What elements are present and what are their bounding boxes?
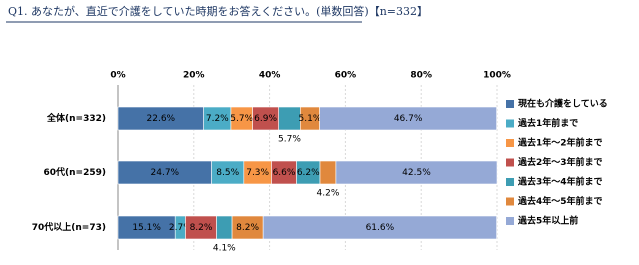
value-label: 7.2%: [206, 114, 229, 124]
category-label: 60代(n=259): [44, 166, 107, 178]
legend-label: 過去2年～3年前まで: [517, 156, 603, 168]
legend-swatch: [506, 178, 514, 186]
value-label: 6.2%: [297, 168, 320, 178]
value-label: 8.2%: [190, 223, 213, 233]
legend-label: 過去3年～4年前まで: [517, 176, 603, 188]
x-tick-label: 20%: [183, 71, 205, 81]
value-label: 15.1%: [132, 223, 161, 233]
bar-segment: [278, 106, 301, 131]
value-label: 4.1%: [213, 244, 236, 254]
category-label: 70代以上(n=73): [32, 221, 106, 233]
legend-label: 過去1年～2年前まで: [517, 137, 603, 149]
category-label: 全体(n=332): [46, 112, 106, 124]
value-label: 5.7%: [278, 135, 301, 145]
legend-label: 過去5年以上前: [517, 215, 578, 227]
value-label: 4.2%: [317, 189, 340, 199]
value-label: 7.3%: [246, 168, 269, 178]
x-tick-label: 40%: [259, 71, 281, 81]
value-label: 46.7%: [394, 114, 423, 124]
legend-label: 過去4年～5年前まで: [517, 195, 603, 207]
legend-label: 現在も介護をしている: [518, 98, 608, 110]
x-tick-label: 100%: [483, 71, 511, 81]
value-label: 42.5%: [402, 168, 431, 178]
legend-swatch: [506, 139, 514, 147]
x-tick-label: 60%: [335, 71, 357, 81]
x-tick-label: 0%: [110, 71, 125, 81]
legend-label: 過去1年前まで: [517, 117, 578, 129]
legend-swatch: [506, 217, 514, 225]
legend-swatch: [506, 158, 514, 167]
bar-segment: [216, 215, 233, 240]
value-label: 5.7%: [230, 114, 253, 124]
value-label: 5.1%: [299, 114, 322, 124]
value-label: 22.6%: [147, 114, 176, 124]
value-label: 61.6%: [366, 223, 395, 233]
value-label: 8.2%: [236, 223, 259, 233]
legend-swatch: [506, 197, 514, 206]
legend-swatch: [506, 100, 514, 108]
value-label: 24.7%: [151, 168, 180, 178]
chart-title: Q1. あなたが、直近で介護をしていた時期をお答えください。(単数回答)【n=3…: [8, 4, 428, 18]
value-label: 2.7%: [169, 223, 192, 233]
value-label: 6.6%: [273, 168, 296, 178]
bar-segment: [319, 106, 497, 131]
value-label: 6.9%: [254, 114, 277, 124]
bar-segment: [319, 160, 337, 185]
bar-segment: [262, 215, 497, 240]
legend-swatch: [506, 119, 514, 128]
x-tick-label: 80%: [410, 71, 432, 81]
value-label: 8.5%: [216, 168, 239, 178]
bar-segment: [335, 160, 498, 185]
